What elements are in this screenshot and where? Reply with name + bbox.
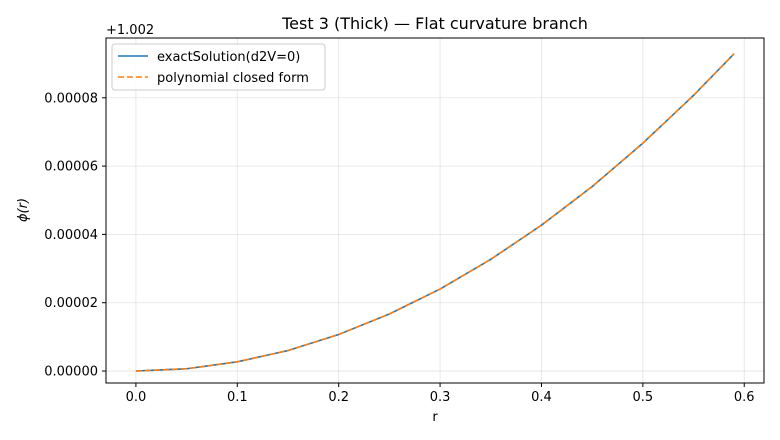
y-tick-label: 0.00002: [44, 296, 98, 311]
y-tick-label: 0.00006: [44, 160, 98, 175]
legend-label-polynomial: polynomial closed form: [157, 71, 309, 86]
series-line-exact-solution: [135, 53, 735, 372]
x-tick-label: 0.0: [126, 390, 147, 405]
series-lines: [135, 53, 735, 372]
y-tick-label: 0.00004: [44, 228, 98, 243]
x-axis-label: r: [432, 410, 438, 425]
legend-label-exact-solution: exactSolution(d2V=0): [157, 50, 300, 65]
legend: exactSolution(d2V=0) polynomial closed f…: [111, 43, 326, 91]
axis-ticks: 0.0 0.1 0.2 0.3 0.4 0.5 0.6 0.00000 0.00002 0.000…: [44, 91, 754, 405]
y-axis-label: ϕ(r): [16, 198, 31, 222]
legend-box: [111, 43, 326, 91]
y-tick-label: 0.00008: [44, 91, 98, 106]
x-tick-label: 0.3: [430, 390, 451, 405]
x-tick-label: 0.4: [531, 390, 552, 405]
x-tick-label: 0.1: [227, 390, 248, 405]
grid: [106, 38, 764, 383]
y-axis-offset-label: +1.002: [106, 23, 154, 38]
x-tick-label: 0.6: [734, 390, 755, 405]
x-tick-label: 0.2: [328, 390, 349, 405]
plot-area: [105, 37, 765, 384]
x-tick-label: 0.5: [632, 390, 653, 405]
series-line-polynomial: [135, 53, 735, 372]
y-tick-label: 0.00000: [44, 365, 98, 380]
chart-title: Test 3 (Thick) — Flat curvature branch: [281, 14, 588, 33]
